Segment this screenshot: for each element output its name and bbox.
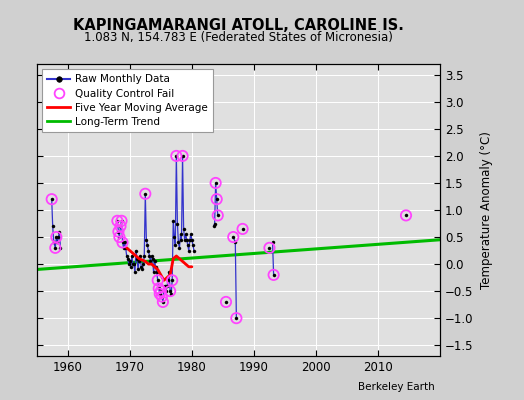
Point — [156, 291, 164, 297]
Point — [212, 180, 220, 186]
Point — [155, 285, 163, 292]
Point — [48, 196, 56, 202]
Point — [222, 299, 230, 305]
Point — [141, 190, 149, 197]
Point — [116, 223, 125, 230]
Point — [166, 288, 174, 294]
Point — [113, 218, 122, 224]
Text: KAPINGAMARANGI ATOLL, CAROLINE IS.: KAPINGAMARANGI ATOLL, CAROLINE IS. — [73, 18, 404, 34]
Point — [154, 277, 162, 284]
Point — [178, 153, 187, 159]
Point — [402, 212, 410, 219]
Point — [214, 212, 222, 219]
Point — [269, 272, 278, 278]
Point — [157, 288, 165, 294]
Point — [159, 299, 167, 305]
Text: Berkeley Earth: Berkeley Earth — [358, 382, 435, 392]
Point — [168, 277, 177, 284]
Point — [118, 239, 127, 246]
Point — [172, 153, 181, 159]
Text: 1.083 N, 154.783 E (Federated States of Micronesia): 1.083 N, 154.783 E (Federated States of … — [84, 32, 393, 44]
Y-axis label: Temperature Anomaly (°C): Temperature Anomaly (°C) — [481, 131, 494, 289]
Point — [117, 218, 126, 224]
Point — [213, 196, 221, 202]
Point — [115, 234, 124, 240]
Point — [232, 315, 241, 321]
Point — [51, 245, 60, 251]
Point — [238, 226, 247, 232]
Point — [52, 234, 61, 240]
Point — [114, 228, 123, 235]
Point — [158, 293, 166, 300]
Legend: Raw Monthly Data, Quality Control Fail, Five Year Moving Average, Long-Term Tren: Raw Monthly Data, Quality Control Fail, … — [42, 69, 213, 132]
Point — [265, 245, 274, 251]
Point — [229, 234, 237, 240]
